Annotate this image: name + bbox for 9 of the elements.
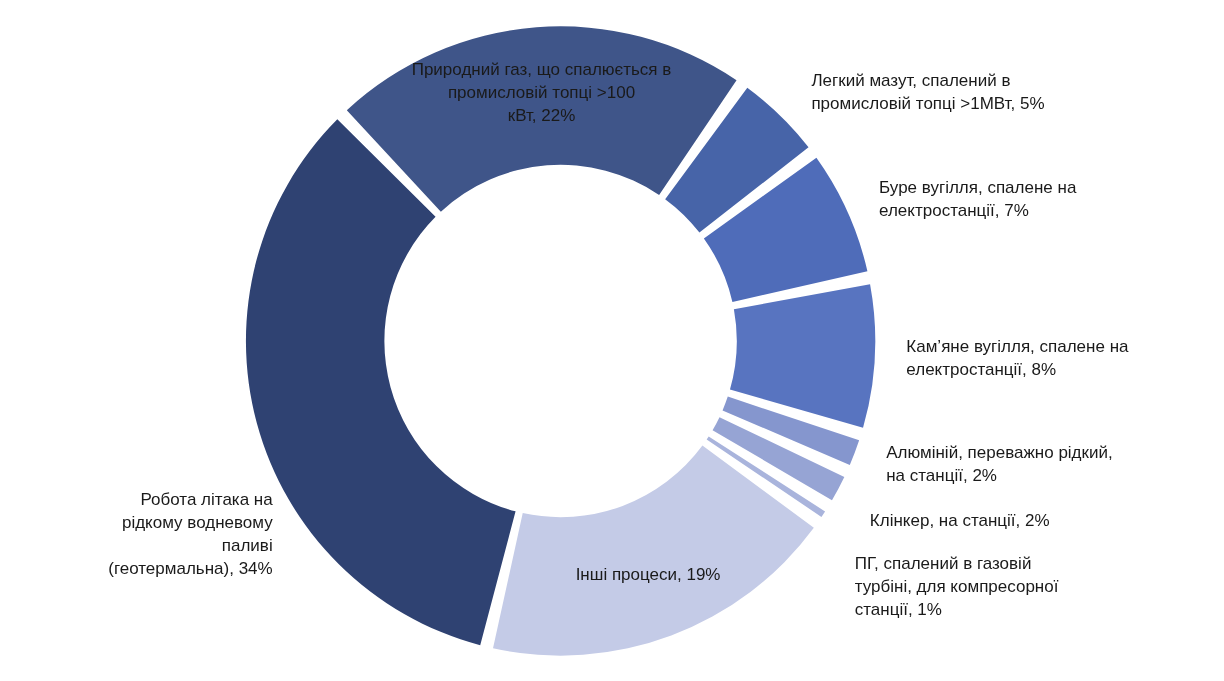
slice-label: Буре вугілля, спалене на електростанції, 7% [879, 177, 1077, 220]
slice-label: Природний газ, що спалюється в промисловій топці >100 кВт, 22% [411, 60, 672, 125]
slice-label: ПГ, спалений в газовій турбіні, для компресорної станції, 1% [854, 554, 1059, 619]
slice-label: Алюміній, переважно рідкий, на станції, 2% [886, 443, 1113, 486]
slice-label: Легкий мазут, спалений в промисловій топці >1МВт, 5% [811, 71, 1045, 114]
slice-label: Клінкер, на станції, 2% [869, 510, 1050, 530]
slice-label: Інші процеси, 19% [575, 564, 721, 584]
slice-label: Робота літака на рідкому водневому паливі (геотермальна), 34% [108, 490, 274, 578]
slice-label: Кам’яне вугілля, спалене на електростанції, 8% [906, 337, 1130, 379]
